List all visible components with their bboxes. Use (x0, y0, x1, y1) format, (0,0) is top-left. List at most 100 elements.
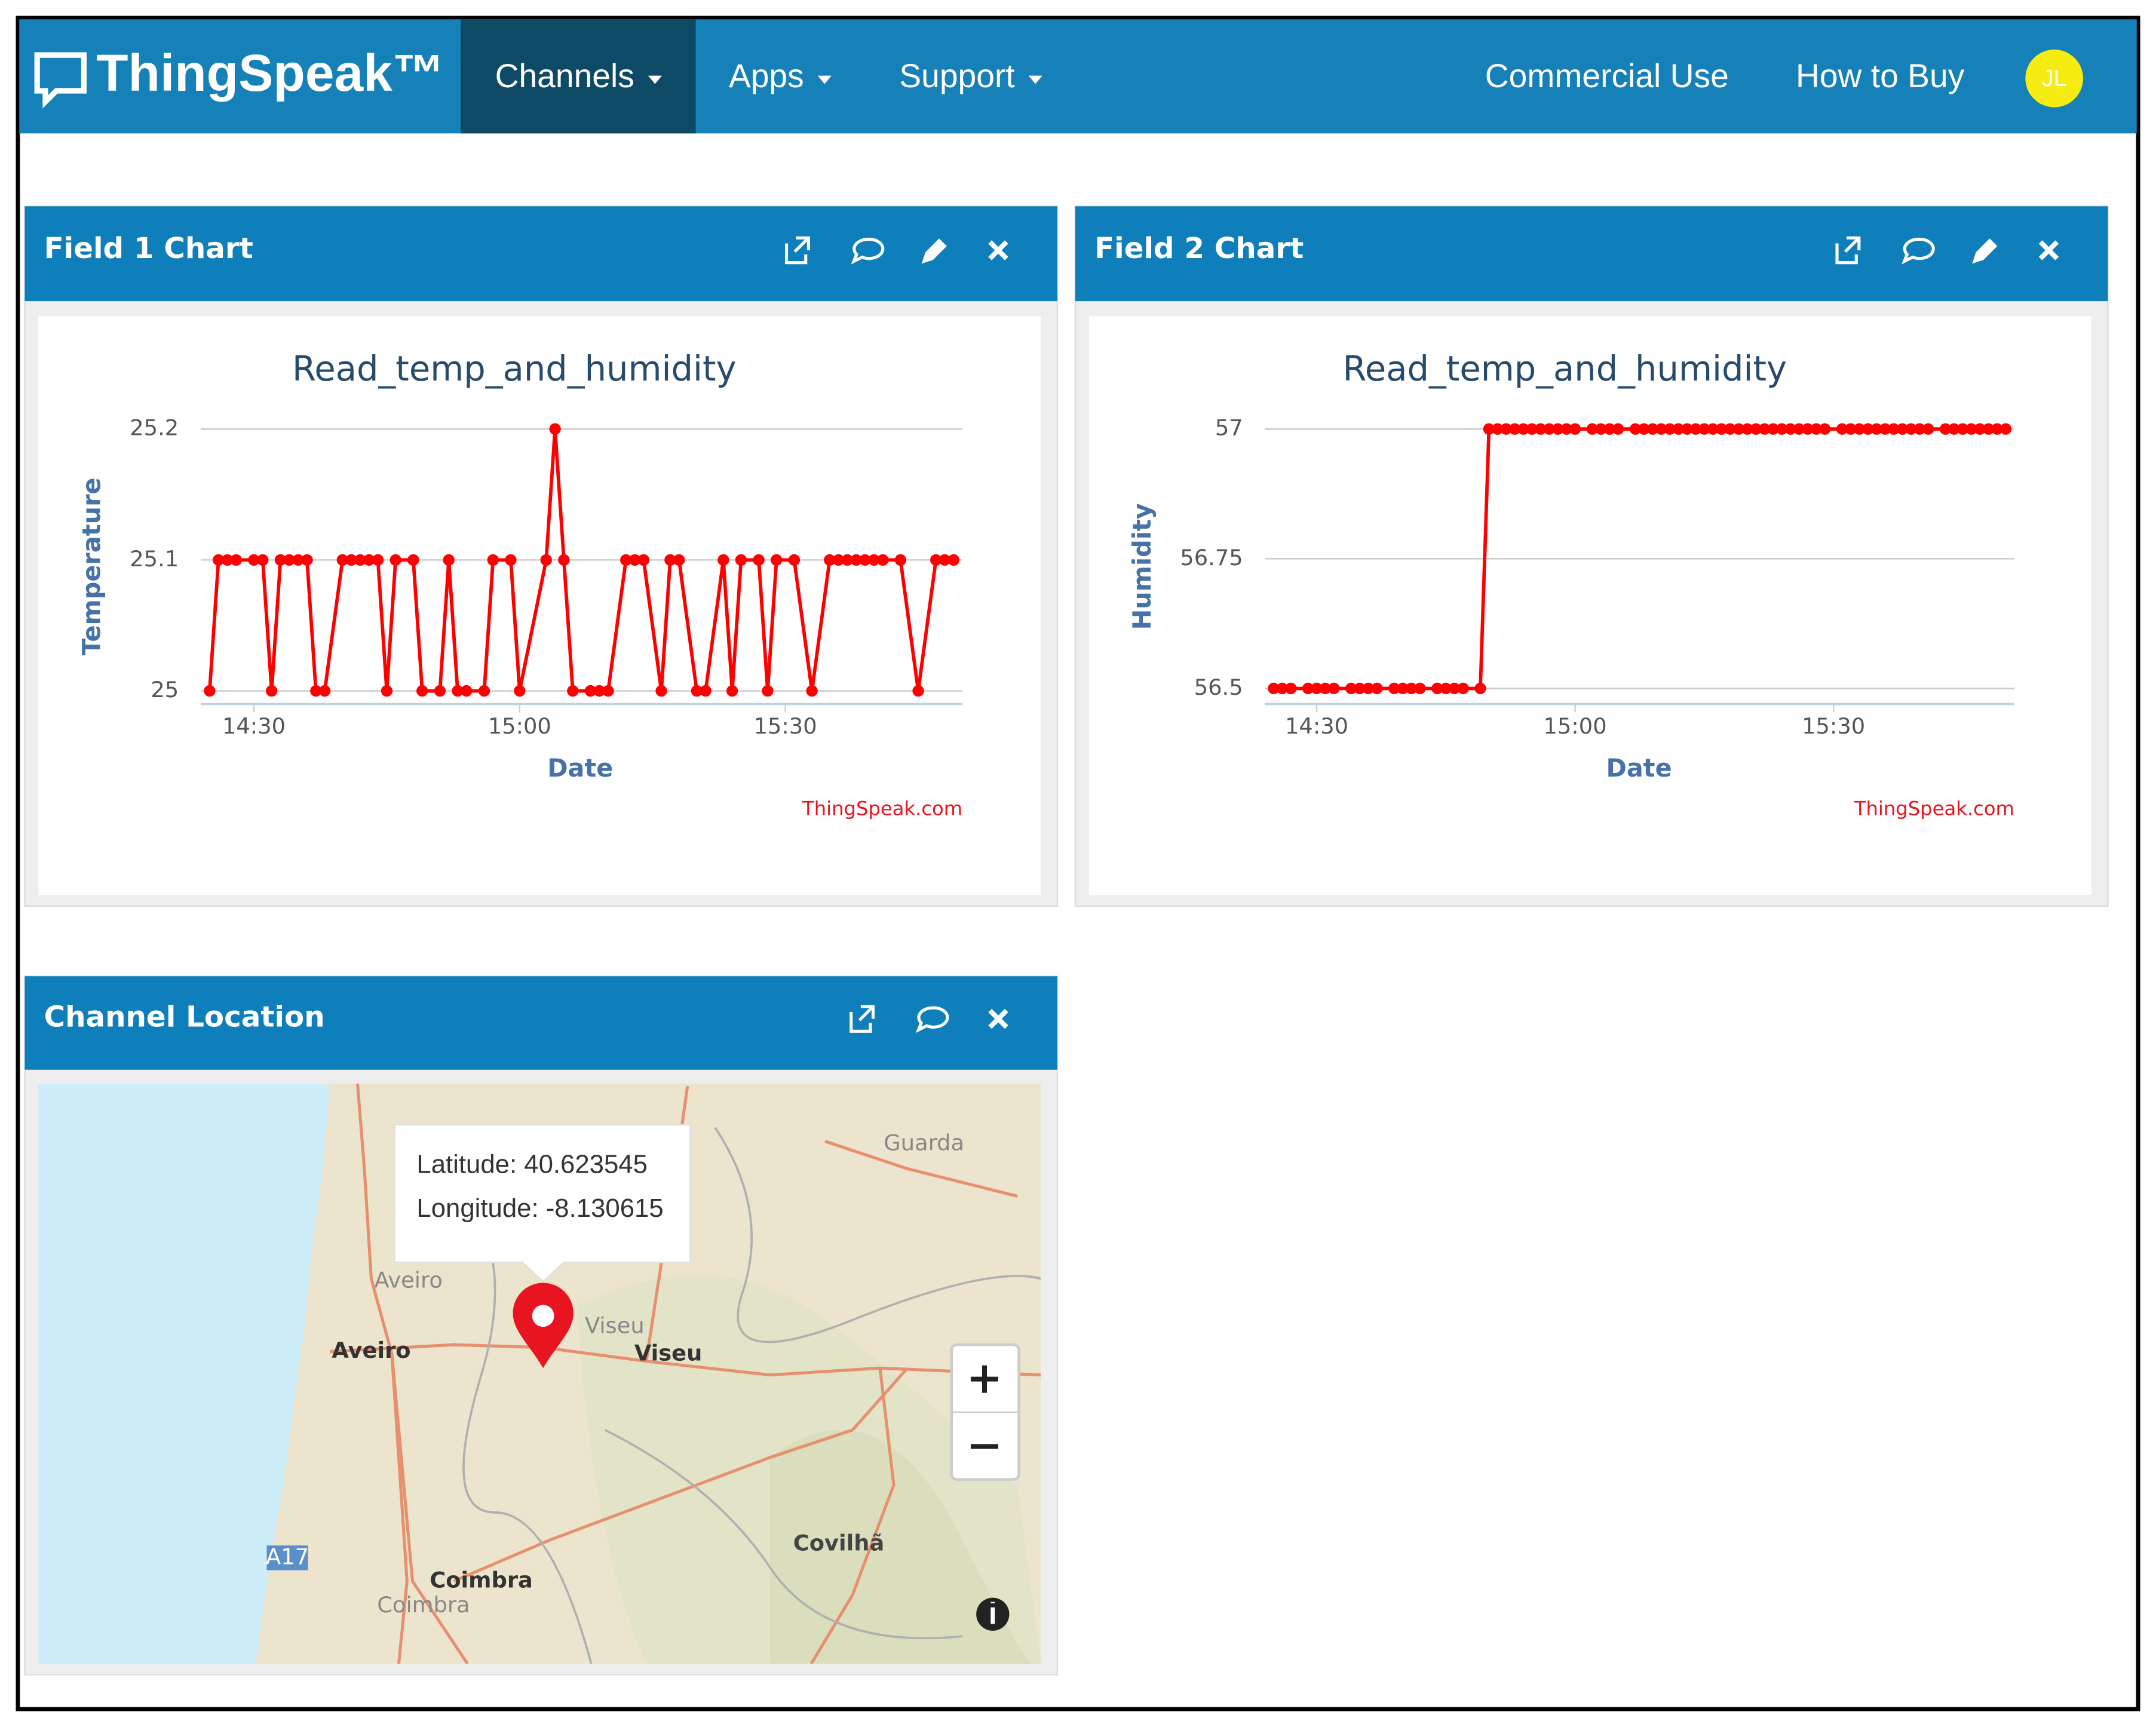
nav-menu[interactable]: Apps (729, 57, 804, 94)
data-point (1922, 423, 1934, 435)
data-point (1974, 423, 1986, 435)
data-point (230, 554, 243, 566)
data-point (274, 554, 287, 566)
x-tick-label: 15:00 (1544, 713, 1607, 739)
panel-1: Field 1 Chart (24, 205, 1059, 907)
data-point (912, 685, 924, 697)
panel-2: Field 2 Chart (1074, 205, 2109, 907)
credit: ThingSpeak.com (1854, 797, 2014, 820)
data-point (1586, 423, 1599, 435)
data-point (1948, 423, 1960, 435)
nav-link[interactable]: How to Buy (1796, 57, 1965, 94)
panel-icon-chat[interactable] (1901, 237, 1935, 265)
panel-icon-ext[interactable] (849, 1005, 875, 1033)
data-point (1845, 423, 1857, 435)
data-point (1371, 682, 1383, 695)
panel-icon-close[interactable] (2038, 240, 2059, 260)
data-point (1638, 423, 1650, 435)
x-tick-label: 14:30 (1285, 713, 1348, 739)
y-tick-label: 57 (1215, 415, 1243, 441)
data-point (248, 554, 260, 566)
x-axis-label: Date (1606, 754, 1672, 783)
data-point (558, 554, 570, 566)
data-point (930, 554, 942, 566)
map-label: Guarda (884, 1130, 964, 1156)
panel-title: Field 1 Chart (44, 232, 253, 265)
data-point (1319, 682, 1332, 695)
data-point (1716, 423, 1728, 435)
data-point (691, 685, 703, 697)
data-point (584, 685, 597, 697)
chart-title: Read_temp_and_humidity (292, 349, 737, 389)
data-point (771, 554, 783, 566)
data-point (443, 554, 455, 566)
panel-icon-chat[interactable] (851, 237, 885, 265)
data-point (1535, 423, 1547, 435)
data-point (257, 554, 269, 566)
popup-text: Longitude: -8.130615 (416, 1194, 663, 1223)
map-label: Coimbra (430, 1567, 533, 1593)
data-point (1870, 423, 1882, 435)
data-point (1793, 423, 1805, 435)
road-shield (266, 1545, 308, 1570)
zoom-in[interactable] (970, 1365, 999, 1393)
panel-icon-ext[interactable] (785, 236, 810, 265)
nav-link[interactable]: Commercial Use (1485, 57, 1729, 94)
map-label: A17 (266, 1544, 309, 1569)
data-point (390, 554, 401, 566)
data-point (1879, 423, 1891, 435)
data-point (301, 554, 313, 566)
data-point (1689, 423, 1702, 435)
data-point (735, 554, 747, 566)
nav-menu[interactable]: Channels (495, 57, 634, 94)
data-point (1345, 682, 1357, 695)
data-point (1552, 423, 1564, 435)
data-point (549, 423, 561, 435)
data-point (1836, 423, 1848, 435)
data-point (1362, 682, 1375, 695)
panel-icon-chat[interactable] (915, 1006, 949, 1033)
nav-menu[interactable]: Support (899, 57, 1014, 94)
data-point (318, 685, 331, 697)
data-point (213, 554, 225, 566)
data-point (726, 685, 738, 697)
data-point (292, 554, 304, 566)
data-point (310, 685, 322, 697)
logo[interactable]: ThingSpeak™ (96, 44, 444, 102)
data-point (1802, 423, 1814, 435)
data-point (1732, 423, 1745, 435)
data-point (1302, 682, 1314, 695)
panel-icon-pen[interactable] (921, 238, 947, 264)
data-point (1440, 682, 1452, 695)
data-point (1681, 423, 1693, 435)
data-point (753, 554, 765, 566)
panel-icon-close[interactable] (988, 1008, 1008, 1029)
data-point (1328, 682, 1340, 695)
map-label: Aveiro (374, 1268, 443, 1293)
data-point (1672, 423, 1685, 435)
data-point (1759, 423, 1771, 435)
data-point (1285, 682, 1297, 695)
data-point (1991, 423, 2003, 435)
data-point (540, 554, 552, 566)
data-point (717, 554, 729, 566)
panel-icon-ext[interactable] (1835, 236, 1861, 265)
map-label: Viseu (634, 1341, 703, 1366)
avatar-initials: JL (2042, 66, 2066, 91)
data-point (363, 554, 375, 566)
data-point (939, 554, 951, 566)
data-point (1457, 682, 1469, 695)
map-label: Coimbra (377, 1592, 470, 1618)
data-point (1655, 423, 1667, 435)
avatar[interactable] (2025, 49, 2084, 108)
map-label: Covilhã (793, 1530, 885, 1556)
data-point (1664, 423, 1676, 435)
panel-icon-pen[interactable] (1972, 238, 1998, 264)
data-point (1526, 423, 1538, 435)
data-point (1698, 423, 1710, 435)
y-tick-label: 25 (151, 677, 179, 703)
data-point (1999, 423, 2012, 435)
panel-icon-close[interactable] (988, 240, 1008, 260)
y-tick-label: 56.5 (1194, 674, 1243, 700)
